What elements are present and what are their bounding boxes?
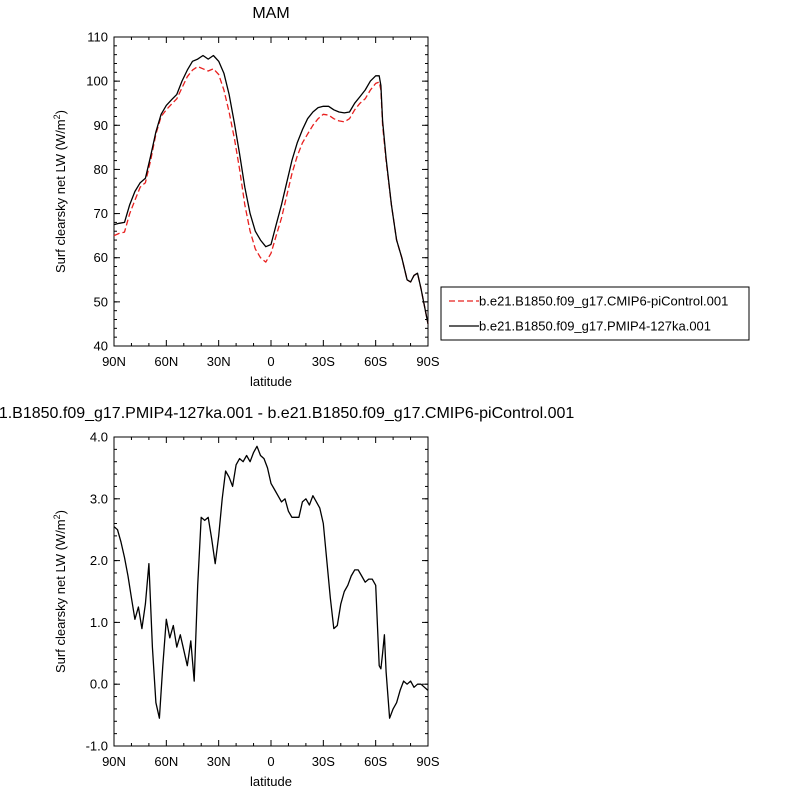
y-tick-label: 1.0: [90, 615, 108, 630]
x-tick-label: 90N: [102, 354, 126, 369]
legend-box: [440, 286, 750, 341]
y-tick-label: 60: [94, 250, 108, 265]
x-tick-label: 60N: [154, 354, 178, 369]
series-line-1: [113, 445, 429, 719]
x-axis-label: latitude: [250, 774, 292, 789]
chart-panel-2: 90N 60N 30N 0 30S 60S 90S -1.0 0.0 1.0 2.0 3.0 4.0 b.…: [0, 405, 574, 789]
y-axis-label: Surf clearsky net LW (W/m2): [52, 510, 68, 673]
x-axis-label: latitude: [250, 374, 292, 389]
series-line-1: [113, 65, 429, 325]
x-tick-label: 60S: [364, 754, 387, 769]
chart-panel-1: 90N 60N 30N 0 30S 60S 90S 40 50 60 70 80 90 100 110 MAM…: [52, 5, 750, 389]
y-tick-label: 3.0: [90, 491, 108, 506]
y-tick-label: 4.0: [90, 430, 108, 445]
y-tick-label: 40: [94, 339, 108, 354]
x-tick-label: 60N: [154, 754, 178, 769]
x-tick-label: 0: [267, 754, 274, 769]
y-tick-label: 110: [87, 30, 108, 45]
x-tick-label: 90S: [416, 354, 439, 369]
series-line-2: [113, 54, 429, 325]
x-tick-label: 0: [267, 354, 274, 369]
legend-entry-2: b.e21.B1850.f09_g17.PMIP4-127ka.001: [479, 319, 711, 334]
y-tick-label: 50: [94, 294, 108, 309]
y-tick-label: 0.0: [90, 677, 108, 692]
x-tick-label: 90S: [416, 754, 439, 769]
y-tick-label: 2.0: [90, 553, 108, 568]
x-tick-label: 30N: [207, 354, 231, 369]
y-tick-label: 100: [86, 74, 108, 89]
y-tick-label: 90: [94, 118, 108, 133]
x-tick-label: 90N: [102, 754, 126, 769]
y-tick-label: 80: [94, 162, 108, 177]
y-axis-label: Surf clearsky net LW (W/m2): [52, 110, 68, 273]
x-tick-label: 30S: [312, 754, 335, 769]
y-tick-label: 70: [94, 206, 108, 221]
x-tick-label: 60S: [364, 354, 387, 369]
x-tick-label: 30S: [312, 354, 335, 369]
y-tick-label: -1.0: [86, 739, 108, 754]
chart-title: MAM: [252, 5, 289, 22]
legend-entry-1: b.e21.B1850.f09_g17.CMIP6-piControl.001: [479, 294, 728, 309]
legend: b.e21.B1850.f09_g17.CMIP6-piControl.001b…: [440, 286, 750, 341]
x-tick-label: 30N: [207, 754, 231, 769]
chart-title: b.e21.B1850.f09_g17.PMIP4-127ka.001 - b.…: [0, 405, 574, 422]
